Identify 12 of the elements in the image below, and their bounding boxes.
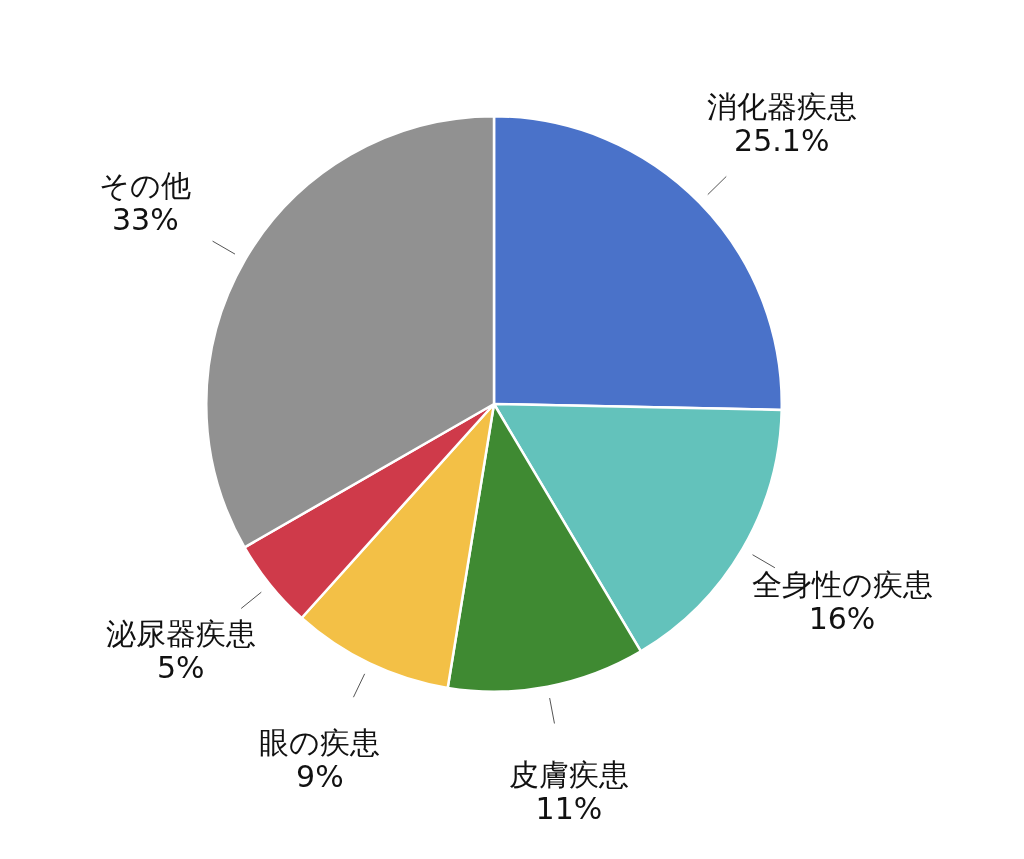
data-label: 25.1%	[734, 122, 830, 158]
data-label: 16%	[808, 600, 876, 636]
slice-label: 泌尿器疾患	[105, 616, 256, 652]
slice-label: 全身性の疾患	[751, 566, 933, 602]
slice-label: その他	[99, 167, 192, 203]
data-label: 33%	[111, 201, 179, 237]
slice-label: 皮膚疾患	[508, 756, 629, 792]
data-label: 5%	[156, 650, 205, 686]
slice-label: 消化器疾患	[706, 88, 857, 124]
data-label: 9%	[296, 758, 344, 794]
slice-label: 眼の疾患	[259, 724, 381, 760]
data-label: 11%	[535, 790, 603, 826]
